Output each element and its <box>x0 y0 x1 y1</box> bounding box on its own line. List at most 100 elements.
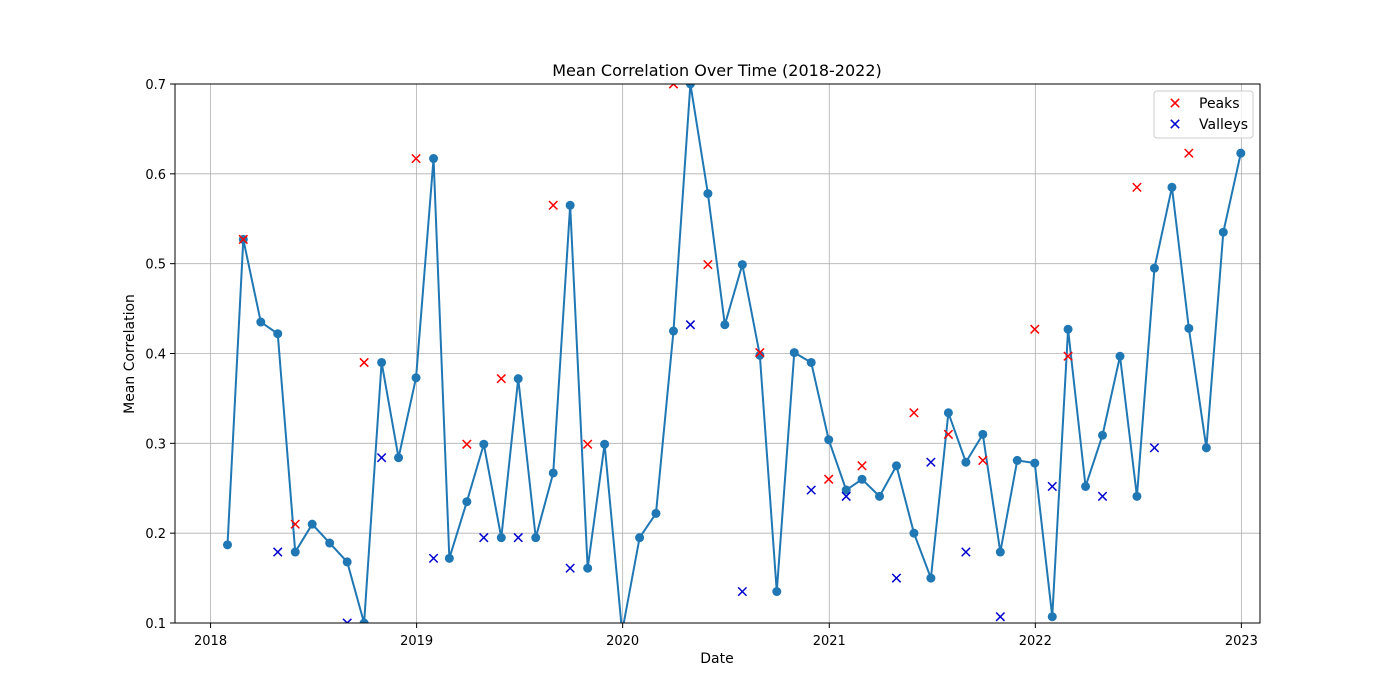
data-point <box>496 533 506 543</box>
data-point <box>429 154 439 164</box>
valley-marker <box>1097 491 1108 502</box>
data-point <box>1236 148 1246 158</box>
valley-marker <box>565 563 575 573</box>
valley-marker <box>685 320 696 330</box>
peak-marker <box>462 439 472 449</box>
valley-marker <box>428 553 439 564</box>
data-point <box>1098 430 1107 440</box>
valley-markers <box>273 320 1160 623</box>
data-point <box>824 435 834 445</box>
peak-markers <box>238 84 1194 529</box>
data-point <box>223 540 232 550</box>
peak-marker <box>496 373 507 384</box>
legend-peaks-x <box>1170 98 1180 108</box>
data-point <box>909 528 919 538</box>
data-point <box>600 439 610 449</box>
data-point <box>1115 351 1125 361</box>
data-point <box>685 84 695 89</box>
peak-marker <box>823 474 834 484</box>
data-point <box>256 317 266 327</box>
valley-marker <box>961 547 971 557</box>
legend-valleys-label: Valleys <box>1199 117 1248 133</box>
legend: Peaks Valleys <box>1153 90 1254 139</box>
x-tick-label: 2023 <box>1225 634 1258 649</box>
x-tick-label: 2022 <box>1019 634 1052 649</box>
data-point <box>857 474 867 484</box>
data-point <box>978 429 988 439</box>
data-point <box>531 533 541 543</box>
data-point <box>943 408 953 418</box>
y-tick-label: 0.7 <box>145 78 166 93</box>
valley-marker <box>513 532 523 543</box>
data-point <box>703 189 713 199</box>
valley-marker <box>1047 481 1057 492</box>
data-point <box>444 553 454 563</box>
data-point <box>1132 491 1142 501</box>
peak-marker <box>1030 324 1040 334</box>
y-tick-label: 0.5 <box>145 258 166 273</box>
series-line <box>226 84 1242 623</box>
peak-marker <box>582 439 593 449</box>
valley-marker <box>376 452 387 463</box>
data-point <box>1012 455 1022 465</box>
valley-marker <box>841 491 851 502</box>
data-point <box>359 618 369 623</box>
x-tick-label: 2018 <box>194 634 227 649</box>
data-point <box>806 357 816 367</box>
peak-marker <box>978 455 988 466</box>
data-point <box>841 485 851 495</box>
data-point <box>1047 612 1057 622</box>
peak-marker <box>1132 182 1142 193</box>
y-tick-label: 0.4 <box>145 348 166 363</box>
data-point <box>1063 324 1073 334</box>
chart-title: Mean Correlation Over Time (2018-2022) <box>552 61 882 80</box>
data-point <box>720 320 730 330</box>
valley-marker <box>737 586 748 597</box>
data-point <box>995 547 1005 557</box>
legend-valleys-x <box>1170 119 1180 129</box>
valley-marker <box>926 457 936 467</box>
y-tick-label: 0.6 <box>145 168 166 183</box>
data-point <box>1149 263 1159 273</box>
x-tick-label: 2019 <box>400 634 433 649</box>
data-point <box>1167 182 1177 192</box>
data-point <box>513 374 523 384</box>
data-point <box>1081 481 1091 491</box>
peak-marker <box>755 347 765 358</box>
valley-marker <box>806 485 816 495</box>
peak-marker <box>668 84 679 89</box>
data-point <box>789 348 799 358</box>
grid <box>175 83 1260 624</box>
valley-marker <box>995 611 1006 622</box>
data-point <box>737 260 747 270</box>
data-point <box>926 573 936 583</box>
legend-peaks-marker-icon <box>1170 98 1180 108</box>
y-axis-label: Mean Correlation <box>122 294 138 414</box>
valley-marker <box>891 573 902 583</box>
data-point <box>1201 443 1211 453</box>
valley-marker <box>479 532 489 543</box>
data-point <box>377 357 387 367</box>
data-point <box>462 497 472 507</box>
peak-marker <box>548 200 558 211</box>
data-point <box>411 373 421 383</box>
valley-marker <box>273 547 283 557</box>
data-point <box>668 326 678 336</box>
data-point <box>342 557 352 567</box>
data-point <box>565 200 575 210</box>
legend-valleys-marker-icon <box>1170 119 1180 129</box>
x-tick-label: 2020 <box>606 634 639 649</box>
data-point <box>479 439 489 449</box>
data-point <box>394 453 404 463</box>
data-point <box>875 491 885 501</box>
data-point <box>325 538 335 548</box>
data-point <box>307 519 317 529</box>
peak-marker <box>1184 148 1194 158</box>
legend-box <box>1153 90 1254 139</box>
data-point <box>273 329 283 339</box>
data-point <box>755 350 765 360</box>
peak-marker <box>359 357 369 368</box>
data-point <box>548 468 558 478</box>
y-tick-label: 0.2 <box>145 527 166 542</box>
data-point <box>891 461 901 471</box>
